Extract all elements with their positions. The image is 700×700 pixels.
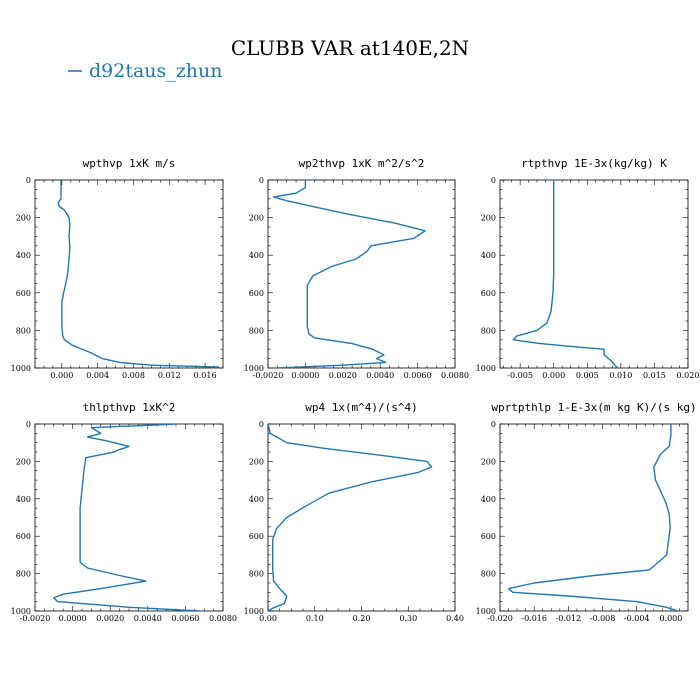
x-tick-label: 0.000 (542, 371, 565, 380)
y-tick-label: 1000 (476, 364, 496, 373)
x-tick-label: 0.005 (576, 371, 599, 380)
profile-line (512, 180, 619, 368)
panel-title: wpthvp 1xK m/s (83, 157, 176, 170)
x-tick-label: 0.0040 (134, 614, 162, 623)
y-tick-label: 200 (481, 214, 496, 223)
x-tick-label: 0.000 (50, 371, 73, 380)
x-tick-label: 0.012 (158, 371, 181, 380)
y-tick-label: 800 (249, 326, 264, 335)
chart-panel-1: wpthvp 1xK m/s 0 200 400 600 800 1000 0.000 0.00… (11, 157, 224, 380)
x-tick-label: -0.0020 (20, 614, 51, 623)
y-tick-label: 600 (249, 532, 264, 541)
x-tick-label: 0.10 (306, 614, 324, 623)
y-tick-label: 0 (491, 176, 496, 185)
y-tick-label: 200 (16, 457, 31, 466)
plot-frame (499, 179, 689, 369)
y-tick-label: 1000 (244, 364, 264, 373)
profile-line (507, 424, 679, 611)
y-tick-label: 1000 (244, 607, 264, 616)
x-tick-label: 0.004 (86, 371, 109, 380)
x-tick-label: 0.00 (259, 614, 277, 623)
x-tick-label: -0.005 (507, 371, 533, 380)
y-tick-label: 400 (249, 251, 264, 260)
y-tick-label: 0 (259, 420, 264, 429)
x-tick-label: 0.000 (659, 614, 682, 623)
y-tick-label: 800 (481, 570, 496, 579)
plot-frame (34, 423, 224, 612)
y-tick-label: 800 (481, 326, 496, 335)
y-tick-label: 1000 (476, 607, 496, 616)
y-tick-label: 1000 (11, 607, 31, 616)
x-tick-label: -0.008 (590, 614, 616, 623)
legend-label: d92taus_zhun (89, 60, 223, 82)
x-tick-label: 0.010 (609, 371, 632, 380)
y-tick-label: 400 (16, 495, 31, 504)
plot-frame (499, 423, 689, 612)
y-tick-label: 600 (249, 289, 264, 298)
panel-title: rtpthvp 1E-3x(kg/kg) K (521, 157, 667, 170)
y-tick-label: 600 (481, 532, 496, 541)
y-tick-label: 1000 (11, 364, 31, 373)
profile-line (268, 424, 433, 611)
y-tick-label: 200 (249, 457, 264, 466)
x-tick-label: 0.20 (353, 614, 371, 623)
y-tick-label: 800 (249, 570, 264, 579)
x-tick-label: -0.016 (521, 614, 547, 623)
y-tick-label: 600 (16, 532, 31, 541)
x-tick-label: 0.40 (446, 614, 464, 623)
profile-line (272, 180, 426, 368)
x-tick-label: 0.0080 (441, 371, 469, 380)
y-tick-label: 800 (16, 570, 31, 579)
chart-panel-6: wprtpthlp 1-E-3x(m kg K)/(s kg) 0 200 400 60… (476, 401, 697, 623)
x-tick-label: 0.008 (122, 371, 145, 380)
panel-title: wp2thvp 1xK m^2/s^2 (299, 157, 425, 170)
plot-frame (267, 423, 456, 612)
x-tick-label: 0.020 (677, 371, 700, 380)
y-tick-label: 0 (491, 420, 496, 429)
x-tick-label: 0.015 (643, 371, 666, 380)
x-tick-label: -0.012 (556, 614, 582, 623)
chart-panel-3: rtpthvp 1E-3x(kg/kg) K 0 200 400 600 800 1000 -… (476, 157, 700, 380)
plot-frame (34, 179, 224, 369)
y-tick-label: 800 (16, 326, 31, 335)
x-tick-label: 0.0000 (59, 614, 87, 623)
x-tick-label: 0.0020 (329, 371, 357, 380)
x-tick-label: 0.0000 (291, 371, 319, 380)
x-tick-label: 0.0020 (96, 614, 124, 623)
y-tick-label: 400 (481, 251, 496, 260)
chart-panel-2: wp2thvp 1xK m^2/s^2 0 200 400 600 800 1000-0.0… (244, 157, 469, 380)
panel-title: thlpthvp 1xK^2 (83, 401, 176, 414)
x-tick-label: -0.020 (487, 614, 513, 623)
y-tick-label: 600 (16, 289, 31, 298)
y-tick-label: 400 (249, 495, 264, 504)
y-tick-label: 200 (16, 214, 31, 223)
x-tick-label: 0.0040 (366, 371, 394, 380)
figure-title: CLUBB VAR at140E,2N (231, 36, 469, 60)
plot-frame (267, 179, 456, 369)
legend: d92taus_zhun (68, 60, 223, 82)
y-tick-label: 200 (481, 457, 496, 466)
x-tick-label: -0.0020 (253, 371, 284, 380)
x-tick-label: -0.004 (624, 614, 650, 623)
y-tick-label: 0 (26, 176, 31, 185)
panel-title: wprtpthlp 1-E-3x(m kg K)/(s kg) (491, 401, 696, 414)
x-tick-label: 0.016 (194, 371, 217, 380)
x-tick-label: 0.0060 (404, 371, 432, 380)
x-tick-label: 0.0080 (209, 614, 237, 623)
profile-line (53, 424, 202, 611)
y-tick-label: 400 (481, 495, 496, 504)
y-tick-label: 0 (259, 176, 264, 185)
x-tick-label: 0.0060 (171, 614, 199, 623)
panel-title: wp4 1x(m^4)/(s^4) (305, 401, 418, 414)
x-tick-label: 0.30 (399, 614, 417, 623)
y-tick-label: 0 (26, 420, 31, 429)
chart-panel-4: thlpthvp 1xK^2 0 200 400 600 800 1000-0.0020 0.… (11, 401, 237, 623)
y-tick-label: 400 (16, 251, 31, 260)
profile-line (57, 180, 220, 368)
y-tick-label: 600 (481, 289, 496, 298)
y-tick-label: 200 (249, 214, 264, 223)
